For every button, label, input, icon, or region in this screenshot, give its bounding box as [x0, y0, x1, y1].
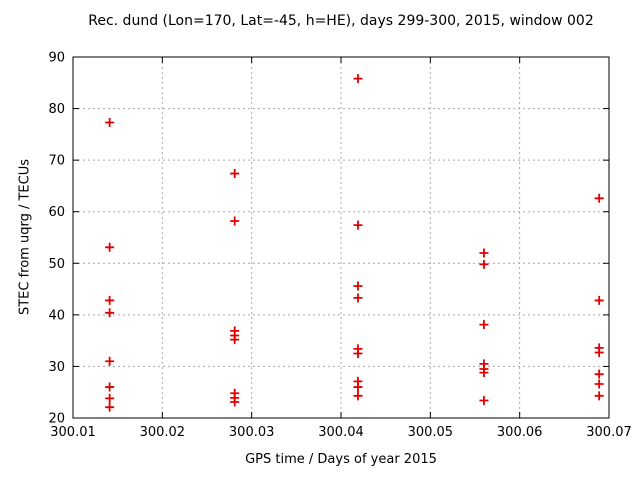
data-point-marker [105, 117, 115, 127]
data-point-marker [353, 74, 363, 84]
data-point-marker [105, 382, 115, 392]
y-tick-label: 60 [48, 205, 65, 220]
data-point-marker [353, 293, 363, 303]
data-point-marker [230, 169, 240, 179]
data-point-marker [479, 395, 489, 405]
x-tick-label: 300.01 [50, 425, 96, 440]
data-point-marker [105, 242, 115, 252]
y-tick-label: 50 [48, 257, 65, 272]
y-tick-label: 40 [48, 308, 65, 323]
data-point-marker [594, 193, 604, 203]
data-point-marker [479, 368, 489, 378]
data-point-marker [479, 248, 489, 258]
data-point-marker [105, 295, 115, 305]
data-point-marker [105, 308, 115, 318]
data-point-marker [479, 320, 489, 330]
data-point-marker [594, 379, 604, 389]
data-point-marker [353, 382, 363, 392]
y-tick-label: 80 [48, 102, 65, 117]
x-tick-label: 300.02 [140, 425, 186, 440]
x-tick-label: 300.05 [408, 425, 454, 440]
data-point-marker [353, 391, 363, 401]
data-point-marker [353, 281, 363, 291]
data-point-marker [479, 259, 489, 269]
y-tick-label: 70 [48, 154, 65, 169]
y-tick-label: 90 [48, 51, 65, 66]
data-point-marker [230, 335, 240, 345]
chart-title: Rec. dund (Lon=170, Lat=-45, h=HE), days… [88, 13, 594, 29]
data-point-marker [353, 349, 363, 359]
data-point-marker [594, 369, 604, 379]
x-axis-label: GPS time / Days of year 2015 [245, 452, 437, 467]
x-tick-label: 300.07 [586, 425, 632, 440]
data-point-marker [105, 356, 115, 366]
x-tick-label: 300.04 [318, 425, 364, 440]
x-tick-label: 300.06 [497, 425, 543, 440]
data-point-marker [353, 220, 363, 230]
plot-border [72, 56, 610, 419]
data-point-marker [594, 295, 604, 305]
data-point-marker [594, 348, 604, 358]
x-tick-label: 300.03 [229, 425, 275, 440]
y-tick-label: 30 [48, 360, 65, 375]
data-point-marker [230, 397, 240, 407]
data-point-marker [594, 391, 604, 401]
data-point-marker [230, 216, 240, 226]
y-tick-label: 20 [48, 412, 65, 427]
data-point-marker [105, 402, 115, 412]
data-point-marker [105, 393, 115, 403]
